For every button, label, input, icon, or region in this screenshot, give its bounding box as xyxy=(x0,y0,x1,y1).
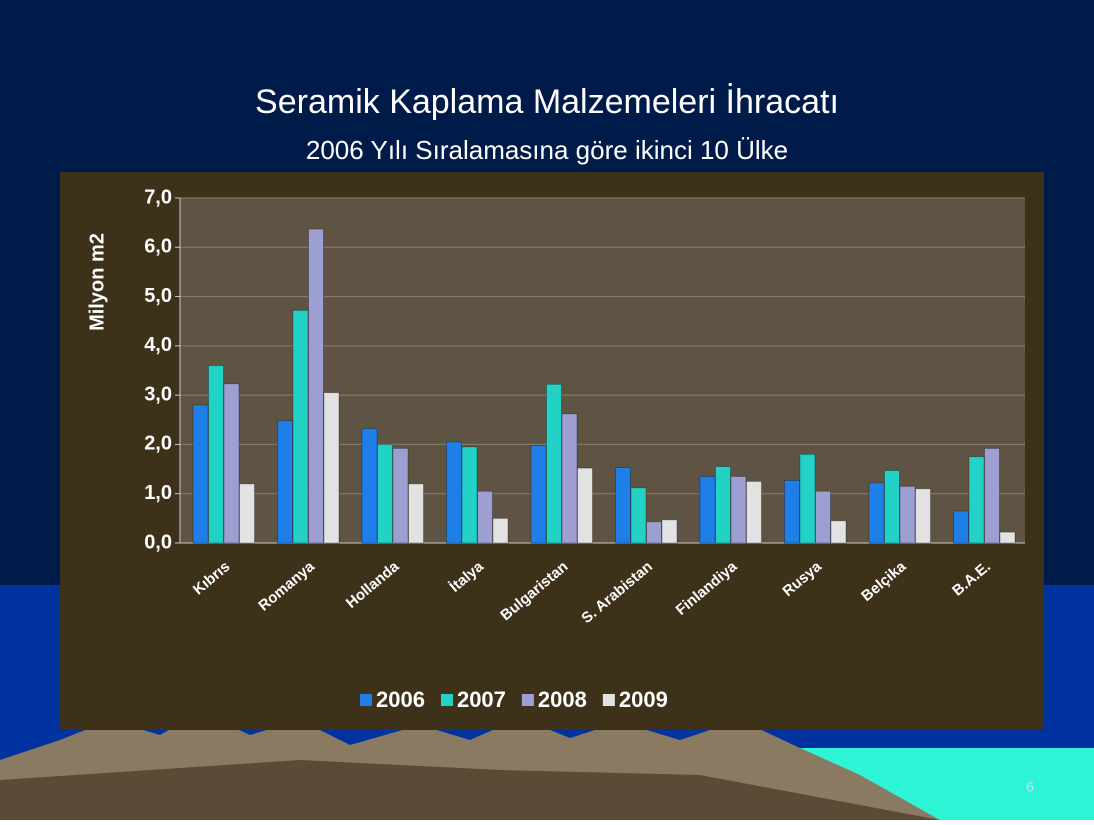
bar xyxy=(447,442,462,543)
bar xyxy=(800,454,815,543)
bar xyxy=(224,384,239,543)
bar xyxy=(831,521,846,543)
bar xyxy=(309,229,324,543)
bar xyxy=(462,447,477,543)
y-tick-label: 4,0 xyxy=(144,334,172,356)
legend-label: 2006 xyxy=(376,687,425,712)
legend-swatch xyxy=(522,694,534,706)
y-axis-label: Milyon m2 xyxy=(86,233,108,331)
bar xyxy=(240,484,255,543)
bar xyxy=(785,480,800,543)
bar xyxy=(647,522,662,543)
legend-swatch xyxy=(603,694,615,706)
legend-label: 2008 xyxy=(538,687,587,712)
y-tick-label: 7,0 xyxy=(144,186,172,208)
legend-swatch xyxy=(360,694,372,706)
bar xyxy=(578,468,593,543)
y-tick-label: 2,0 xyxy=(144,433,172,455)
bar xyxy=(700,476,715,543)
bar xyxy=(562,414,577,543)
bar xyxy=(293,310,308,543)
bar xyxy=(531,445,546,543)
bar xyxy=(954,511,969,543)
y-tick-label: 3,0 xyxy=(144,383,172,405)
bar xyxy=(631,488,646,543)
bar xyxy=(493,518,508,543)
bar xyxy=(324,393,339,543)
bar xyxy=(985,448,1000,543)
bar xyxy=(1000,532,1015,543)
bar xyxy=(362,429,377,543)
y-tick-label: 5,0 xyxy=(144,285,172,307)
bar xyxy=(547,384,562,543)
bar xyxy=(900,486,915,543)
bar xyxy=(209,366,224,543)
subtitle: 2006 Yılı Sıralamasına göre ikinci 10 Ül… xyxy=(306,135,788,165)
bar xyxy=(716,467,731,543)
bar xyxy=(969,457,984,543)
y-tick-label: 1,0 xyxy=(144,482,172,504)
bar xyxy=(869,483,884,543)
bar xyxy=(662,520,677,543)
legend-swatch xyxy=(441,694,453,706)
bar xyxy=(731,476,746,543)
bar xyxy=(916,489,931,543)
bar xyxy=(278,421,293,543)
bar xyxy=(816,491,831,543)
bar xyxy=(478,491,493,543)
bar xyxy=(193,405,208,543)
bar xyxy=(378,444,393,543)
title: Seramik Kaplama Malzemeleri İhracatı xyxy=(255,83,839,121)
page: {"chart_data": {"type": "bar", "title": … xyxy=(0,0,1094,825)
bar xyxy=(885,471,900,543)
page-number: 6 xyxy=(1026,779,1034,795)
y-tick-label: 6,0 xyxy=(144,236,172,258)
bar xyxy=(747,481,762,543)
bar xyxy=(393,448,408,543)
legend-label: 2009 xyxy=(619,687,668,712)
legend-label: 2007 xyxy=(457,687,506,712)
bar xyxy=(616,468,631,543)
slide: Seramik Kaplama Malzemeleri İhracatı 200… xyxy=(0,0,1094,820)
y-tick-label: 0,0 xyxy=(144,531,172,553)
bar xyxy=(409,484,424,543)
